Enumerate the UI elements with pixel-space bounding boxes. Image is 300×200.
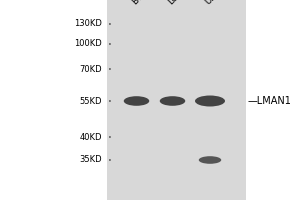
Text: U251: U251: [204, 0, 227, 6]
Bar: [106, 0, 246, 200]
Text: BT474: BT474: [130, 0, 157, 6]
Text: 40KD: 40KD: [80, 133, 102, 142]
Text: 35KD: 35KD: [80, 156, 102, 164]
Ellipse shape: [195, 96, 225, 106]
Ellipse shape: [160, 96, 185, 106]
Text: LO2: LO2: [166, 0, 185, 6]
Text: 100KD: 100KD: [74, 40, 102, 48]
Ellipse shape: [199, 156, 221, 164]
Text: 55KD: 55KD: [80, 97, 102, 106]
Text: 130KD: 130KD: [74, 20, 102, 28]
Ellipse shape: [124, 96, 149, 106]
Text: —LMAN1: —LMAN1: [248, 96, 291, 106]
Text: 70KD: 70KD: [80, 64, 102, 73]
